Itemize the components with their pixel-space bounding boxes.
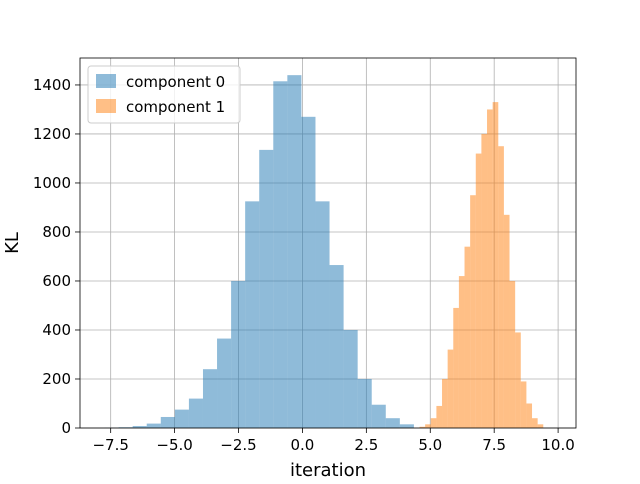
histogram-bar-component-1 — [510, 281, 516, 428]
y-tick-label: 600 — [42, 272, 71, 290]
x-tick-label: −2.5 — [220, 436, 256, 454]
histogram-bar-component-0 — [315, 201, 329, 428]
histogram-bar-component-1 — [431, 418, 437, 428]
x-tick-label: −7.5 — [92, 436, 128, 454]
y-tick-label: 0 — [61, 419, 71, 437]
y-tick-label: 400 — [42, 321, 71, 339]
histogram-bar-component-1 — [504, 215, 510, 428]
histogram-bar-component-1 — [493, 102, 499, 428]
y-axis-label: KL — [2, 232, 23, 254]
legend-label-component-1: component 1 — [126, 98, 225, 116]
histogram-bar-component-1 — [515, 332, 521, 428]
histogram-bar-component-1 — [465, 247, 471, 428]
histogram-bar-component-1 — [442, 379, 448, 428]
x-tick-label: 2.5 — [354, 436, 378, 454]
histogram-bar-component-1 — [459, 276, 465, 428]
legend-label-component-0: component 0 — [126, 73, 225, 91]
histogram-bar-component-1 — [481, 134, 487, 428]
histogram-bar-component-1 — [425, 424, 431, 428]
histogram-bar-component-0 — [161, 417, 175, 428]
x-tick-label: 7.5 — [482, 436, 506, 454]
y-tick-label: 800 — [42, 223, 71, 241]
y-tick-label: 1200 — [33, 125, 71, 143]
histogram-bar-component-1 — [453, 308, 459, 428]
x-tick-label: 10.0 — [541, 436, 574, 454]
histogram-bar-component-0 — [259, 150, 273, 428]
histogram-bar-component-0 — [372, 405, 386, 428]
legend-swatch-component-0 — [96, 74, 116, 88]
histogram-bar-component-1 — [526, 403, 532, 428]
histogram-bar-component-1 — [476, 154, 482, 428]
histogram-bar-component-0 — [386, 418, 400, 428]
histogram-bar-component-0 — [231, 281, 245, 428]
histogram-bar-component-1 — [532, 418, 538, 428]
histogram-bar-component-0 — [400, 424, 414, 428]
histogram-bar-component-1 — [521, 381, 527, 428]
histogram-bar-component-1 — [498, 146, 504, 428]
histogram-bar-component-0 — [175, 410, 189, 428]
y-tick-label: 1000 — [33, 174, 71, 192]
histogram-bar-component-0 — [203, 369, 217, 428]
histogram-bar-component-0 — [245, 201, 259, 428]
histogram-bar-component-0 — [358, 379, 372, 428]
histogram-bar-component-0 — [344, 330, 358, 428]
histogram-bar-component-0 — [287, 75, 301, 428]
histogram-bar-component-0 — [217, 339, 231, 428]
histogram-bar-component-1 — [448, 350, 454, 428]
histogram-bar-component-0 — [189, 399, 203, 428]
histogram-bar-component-0 — [330, 265, 344, 428]
legend: component 0 component 1 — [88, 66, 240, 123]
legend-swatch-component-1 — [96, 99, 116, 113]
histogram-bar-component-1 — [487, 109, 493, 428]
histogram-bar-component-1 — [538, 424, 544, 428]
x-axis-label: iteration — [290, 460, 366, 480]
histogram-bar-component-0 — [301, 117, 315, 428]
x-tick-label: 5.0 — [418, 436, 442, 454]
histogram-bar-component-0 — [273, 81, 287, 428]
x-tick-label: 0.0 — [291, 436, 315, 454]
histogram-bar-component-1 — [436, 406, 442, 428]
y-tick-label: 1400 — [33, 76, 71, 94]
histogram-bar-component-0 — [147, 424, 161, 428]
y-tick-label: 200 — [42, 370, 71, 388]
histogram-bar-component-1 — [470, 195, 476, 428]
x-tick-label: −5.0 — [156, 436, 192, 454]
